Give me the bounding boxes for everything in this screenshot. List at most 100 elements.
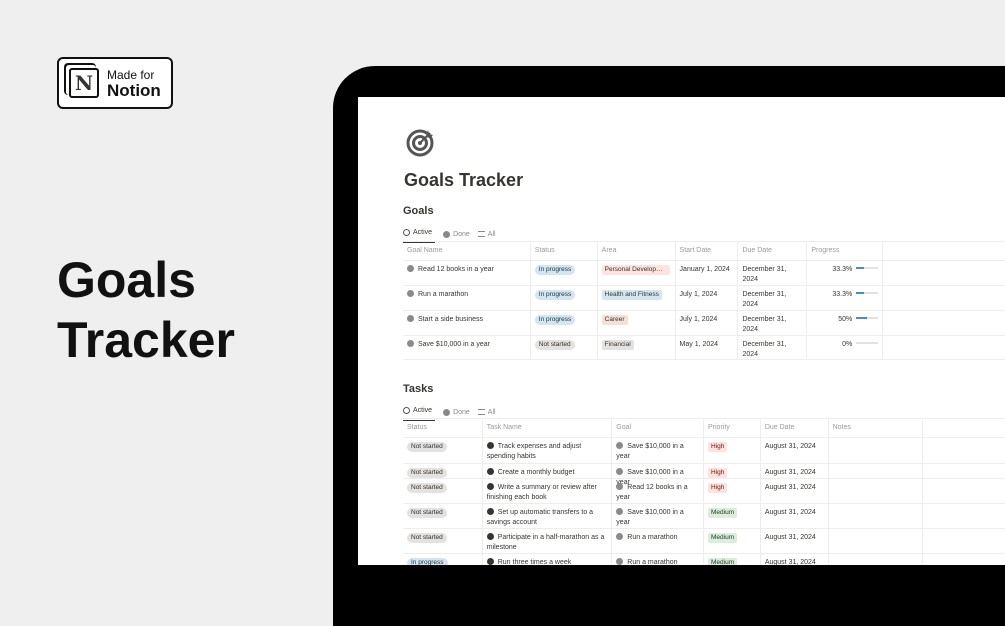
- notes-cell[interactable]: [829, 554, 924, 565]
- task-name-cell[interactable]: Set up automatic transfers to a savings …: [483, 504, 613, 528]
- status-cell[interactable]: Not started: [403, 464, 483, 478]
- goal-name[interactable]: Run a marathon: [418, 291, 469, 298]
- due-date-cell[interactable]: August 31, 2024: [761, 464, 829, 478]
- area-cell[interactable]: Personal Developm...: [598, 261, 676, 285]
- goal-cell[interactable]: Run a marathon: [612, 554, 704, 565]
- tab-done[interactable]: Done: [443, 225, 470, 243]
- goal-name-cell[interactable]: Start a side business: [403, 311, 531, 335]
- tab-active[interactable]: Active: [403, 403, 436, 421]
- task-row[interactable]: Not started Participate in a half-maratho…: [403, 529, 1005, 554]
- status-cell[interactable]: Not started: [531, 336, 598, 359]
- task-name-cell[interactable]: Run three times a week: [483, 554, 613, 565]
- goal-row[interactable]: Start a side business In progress Career Ju…: [403, 311, 1005, 336]
- status-cell[interactable]: Not started: [403, 438, 483, 463]
- column-header[interactable]: Status: [403, 419, 483, 437]
- goal-row[interactable]: Run a marathon In progress Health and Fitn…: [403, 286, 1005, 311]
- goal-name[interactable]: Read 12 books in a year: [418, 266, 494, 273]
- start-date-cell[interactable]: January 1, 2024: [676, 261, 739, 285]
- goal-name-cell[interactable]: Save $10,000 in a year: [403, 336, 531, 359]
- area-cell[interactable]: Career: [598, 311, 676, 335]
- goal-cell[interactable]: Read 12 books in a year: [612, 479, 704, 503]
- due-date-cell[interactable]: August 31, 2024: [761, 529, 829, 553]
- due-date-cell[interactable]: December 31, 2024: [738, 311, 808, 335]
- start-date-cell[interactable]: July 1, 2024: [676, 286, 739, 310]
- task-name[interactable]: Set up automatic transfers to a savings …: [486, 509, 594, 526]
- status-cell[interactable]: Not started: [403, 479, 483, 503]
- goal-name-cell[interactable]: Read 12 books in a year: [403, 261, 531, 285]
- priority-cell[interactable]: Medium: [704, 504, 761, 528]
- due-date-cell[interactable]: December 31, 2024: [738, 286, 808, 310]
- goal-link[interactable]: Run a marathon: [627, 559, 678, 565]
- tab-done[interactable]: Done: [443, 403, 470, 421]
- goal-name[interactable]: Save $10,000 in a year: [418, 341, 490, 348]
- column-header[interactable]: Notes: [829, 419, 924, 437]
- column-header[interactable]: Due Date: [761, 419, 829, 437]
- area-cell[interactable]: Financial: [598, 336, 676, 359]
- task-name[interactable]: Create a monthly budget: [497, 469, 575, 476]
- priority-cell[interactable]: Medium: [704, 554, 761, 565]
- priority-cell[interactable]: High: [704, 438, 761, 463]
- goal-link[interactable]: Save $10,000 in a year: [616, 509, 684, 526]
- task-name[interactable]: Participate in a half-marathon as a mile…: [486, 534, 605, 551]
- status-cell[interactable]: Not started: [403, 504, 483, 528]
- column-header[interactable]: Start Date: [676, 242, 739, 260]
- task-name[interactable]: Write a summary or review after finishin…: [486, 484, 597, 501]
- due-date-cell[interactable]: August 31, 2024: [761, 438, 829, 463]
- tab-all[interactable]: All: [477, 225, 496, 243]
- goal-cell[interactable]: Save $10,000 in a year: [612, 438, 704, 463]
- due-date-cell[interactable]: August 31, 2024: [761, 504, 829, 528]
- column-header[interactable]: Status: [531, 242, 598, 260]
- status-cell[interactable]: In progress: [531, 286, 598, 310]
- status-cell[interactable]: In progress: [403, 554, 483, 565]
- priority-cell[interactable]: Medium: [704, 529, 761, 553]
- notes-cell[interactable]: [829, 529, 924, 553]
- goal-link[interactable]: Save $10,000 in a year: [616, 443, 684, 460]
- goal-cell[interactable]: Save $10,000 in a year: [612, 504, 704, 528]
- status-cell[interactable]: In progress: [531, 311, 598, 335]
- column-header[interactable]: Progress: [807, 242, 884, 260]
- tab-active[interactable]: Active: [403, 225, 436, 243]
- goal-name-cell[interactable]: Run a marathon: [403, 286, 531, 310]
- notes-cell[interactable]: [829, 438, 924, 463]
- status-cell[interactable]: Not started: [403, 529, 483, 553]
- task-row[interactable]: Not started Set up automatic transfers to…: [403, 504, 1005, 529]
- start-date-cell[interactable]: July 1, 2024: [676, 311, 739, 335]
- notes-cell[interactable]: [829, 479, 924, 503]
- goal-cell[interactable]: Run a marathon: [612, 529, 704, 553]
- area-cell[interactable]: Health and Fitness: [598, 286, 676, 310]
- due-date-cell[interactable]: August 31, 2024: [761, 479, 829, 503]
- task-name-cell[interactable]: Participate in a half-marathon as a mile…: [483, 529, 613, 553]
- goal-row[interactable]: Save $10,000 in a year Not started Financi…: [403, 336, 1005, 360]
- goal-row[interactable]: Read 12 books in a year In progress Person…: [403, 261, 1005, 286]
- goal-link[interactable]: Run a marathon: [627, 534, 678, 541]
- task-row[interactable]: Not started Write a summary or review aft…: [403, 479, 1005, 504]
- status-cell[interactable]: In progress: [531, 261, 598, 285]
- priority-cell[interactable]: High: [704, 464, 761, 478]
- goal-link[interactable]: Read 12 books in a year: [616, 484, 688, 501]
- start-date-cell[interactable]: May 1, 2024: [676, 336, 739, 359]
- goal-link[interactable]: Save $10,000 in a year: [616, 469, 684, 486]
- due-date-cell[interactable]: December 31, 2024: [738, 336, 808, 359]
- priority-cell[interactable]: High: [704, 479, 761, 503]
- column-header[interactable]: Task Name: [483, 419, 613, 437]
- notes-cell[interactable]: [829, 504, 924, 528]
- due-date-cell[interactable]: December 31, 2024: [738, 261, 808, 285]
- goal-cell[interactable]: Save $10,000 in a year: [612, 464, 704, 486]
- task-name[interactable]: Run three times a week: [497, 559, 572, 565]
- column-header[interactable]: Area: [598, 242, 676, 260]
- column-header[interactable]: Goal Name: [403, 242, 531, 260]
- due-date-cell[interactable]: August 31, 2024: [761, 554, 829, 565]
- task-row[interactable]: In progress Run three times a week Run a m…: [403, 554, 1005, 565]
- goal-name[interactable]: Start a side business: [418, 316, 483, 323]
- task-row[interactable]: Not started Track expenses and adjust spe…: [403, 438, 1005, 464]
- task-name-cell[interactable]: Write a summary or review after finishin…: [483, 479, 613, 503]
- task-name[interactable]: Track expenses and adjust spending habit…: [486, 443, 582, 460]
- task-row[interactable]: Not started Create a monthly budget Save $…: [403, 464, 1005, 486]
- column-header[interactable]: Priority: [704, 419, 761, 437]
- tab-all[interactable]: All: [477, 403, 496, 421]
- task-name-cell[interactable]: Create a monthly budget: [483, 464, 613, 478]
- task-name-cell[interactable]: Track expenses and adjust spending habit…: [483, 438, 613, 463]
- notes-cell[interactable]: [829, 464, 924, 478]
- column-header[interactable]: Goal: [612, 419, 704, 437]
- column-header[interactable]: Due Date: [738, 242, 808, 260]
